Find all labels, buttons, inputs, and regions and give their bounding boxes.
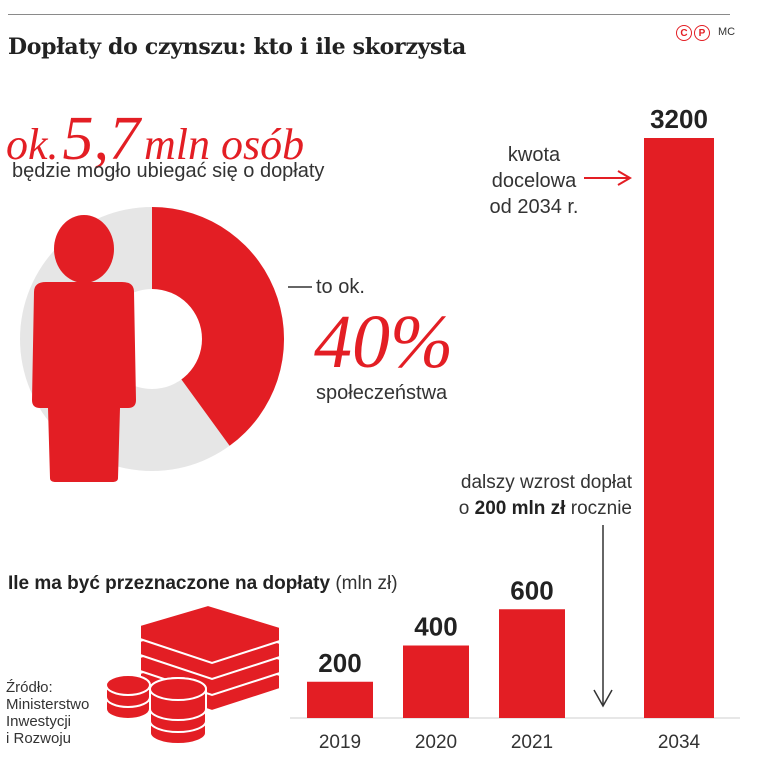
person-body [32,282,136,482]
growth-annotation: dalszy wzrost dopłat o 200 mln zł roczni… [400,470,632,522]
source-line-3: Inwestycji [6,713,72,730]
coin-line-1 [149,708,207,721]
share-suffix: społeczeństwa [316,382,448,404]
growth-arrow-head [593,689,613,708]
copyright-logo-icon: C P [676,25,710,41]
bar-value-label-2020: 400 [414,612,457,642]
share-prefix: to ok. [316,276,365,298]
share-value: 40% [314,300,454,384]
growth-line-2: o 200 mln zł rocznie [400,496,632,522]
money-stack-icon [105,605,281,745]
logo-letter-c: C [676,25,692,41]
headline-prefix: ok. [6,120,59,169]
chart-title-text: Ile ma być przeznaczone na dopłaty [8,573,331,594]
headline-subtext: będzie mogło ubiegać się o dopłaty [12,160,325,182]
x-tick-label-2021: 2021 [511,732,553,753]
bar-value-label-2034: 3200 [650,104,708,134]
x-tick-label-2019: 2019 [319,732,361,753]
bar-2021 [499,609,565,718]
growth-line-2-pre: o [458,498,475,519]
donut-share-slice [152,207,285,446]
person-icon [32,215,136,482]
bar-2019 [307,681,373,718]
growth-amount: 200 mln zł [474,498,566,519]
logo-letter-p: P [694,25,710,41]
growth-line-2-post: rocznie [565,498,632,519]
headline-suffix: mln osób [144,120,305,169]
coins-icon [105,674,207,745]
target-arrow-head [617,170,632,186]
headline-number: 5,7 [62,105,141,173]
bar-value-label-2019: 200 [318,648,361,678]
money-bundle-1 [139,605,281,665]
target-annotation: kwota docelowa od 2034 r. [489,144,579,218]
coin-top-right [149,677,207,701]
coin-top-left [105,674,151,696]
coin-line-2 [149,720,207,733]
bar-2034 [644,138,714,718]
bar-2020 [403,645,469,718]
page-title: Dopłaty do czynszu: kto i ile skorzysta [8,34,466,60]
growth-line-1: dalszy wzrost dopłat [460,472,632,493]
headline: ok. 5,7 mln osób [6,108,304,170]
person-head [54,215,114,283]
top-rule [8,14,730,15]
x-tick-label-2020: 2020 [415,732,457,753]
bar-value-label-2021: 600 [510,575,553,605]
source-line-1: Źródło: [6,679,53,696]
source-line-4: i Rozwoju [6,730,72,747]
x-tick-label-2034: 2034 [658,732,701,753]
chart-title-unit: (mln zł) [335,573,398,594]
author-initials: MC [718,26,736,38]
source-note: Źródło: Ministerstwo Inwestycji i Rozwoj… [6,679,89,747]
coin-line-3 [105,696,151,708]
chart-title: Ile ma być przeznaczone na dopłaty (mln … [8,573,398,595]
source-line-2: Ministerstwo [6,696,90,713]
